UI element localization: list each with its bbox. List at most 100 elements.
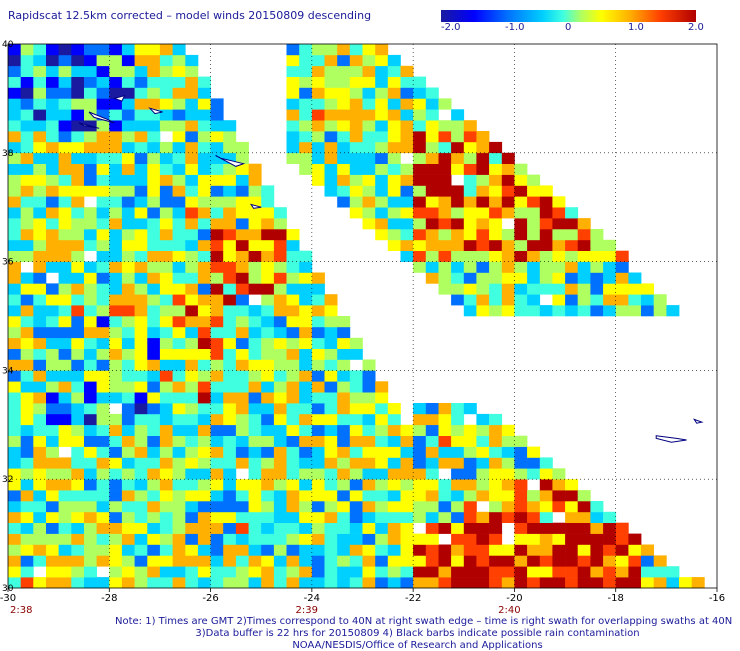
wind-cell [20, 555, 34, 567]
wind-cell [121, 511, 135, 523]
wind-cell [577, 261, 591, 273]
wind-cell [299, 294, 313, 306]
wind-cell [58, 457, 72, 469]
wind-cell [311, 435, 325, 447]
wind-cell [210, 511, 224, 523]
wind-cell [58, 555, 72, 567]
wind-cell [463, 174, 477, 186]
wind-cell [147, 163, 161, 175]
wind-cell [400, 163, 414, 175]
wind-cell [603, 544, 617, 556]
wind-cell [84, 457, 97, 469]
wind-cell [261, 544, 275, 556]
wind-cell [235, 272, 249, 284]
wind-cell [134, 131, 148, 143]
wind-cell [552, 479, 566, 491]
wind-cell [58, 272, 72, 284]
wind-cell [109, 359, 123, 371]
wind-cell [476, 490, 490, 502]
wind-cell [20, 468, 34, 480]
wind-cell [58, 76, 72, 88]
wind-cell [197, 98, 211, 110]
wind-cell [286, 272, 300, 284]
wind-cell [71, 207, 85, 219]
wind-cell [248, 555, 262, 567]
wind-cell [400, 490, 414, 502]
wind-cell [603, 577, 617, 589]
wind-cell [84, 337, 97, 349]
wind-cell [147, 76, 161, 88]
wind-cell [476, 305, 490, 317]
wind-cell [58, 392, 72, 404]
wind-cell [273, 294, 287, 306]
wind-cell [96, 174, 110, 186]
wind-cell [476, 272, 490, 284]
wind-cell [261, 326, 275, 339]
wind-cell [349, 381, 363, 393]
wind-cell [210, 109, 224, 121]
wind-cell [197, 403, 211, 415]
wind-cell [400, 109, 414, 121]
wind-cell [552, 239, 566, 251]
wind-cell [337, 98, 351, 110]
wind-cell [349, 479, 363, 491]
wind-cell [577, 239, 591, 251]
wind-cell [159, 141, 173, 154]
wind-cell [46, 403, 59, 415]
wind-cell [223, 370, 237, 382]
wind-cell [8, 555, 21, 567]
wind-cell [311, 403, 325, 415]
wind-cell [299, 65, 313, 77]
wind-cell [159, 185, 173, 197]
wind-cell [261, 392, 275, 404]
wind-cell [20, 403, 34, 415]
wind-cell [172, 218, 186, 230]
wind-cell [324, 294, 338, 306]
wind-cell [197, 163, 211, 175]
wind-cell [58, 522, 72, 534]
wind-cell [96, 533, 110, 545]
wind-cell [121, 468, 135, 480]
wind-cell [58, 196, 72, 208]
wind-cell [565, 511, 579, 523]
wind-cell [362, 152, 376, 164]
wind-cell [185, 131, 199, 143]
wind-cell [261, 185, 275, 197]
wind-cell [109, 424, 123, 436]
wind-cell [71, 272, 85, 284]
wind-cell [552, 522, 566, 534]
wind-cell [172, 120, 186, 132]
wind-cell [413, 87, 427, 99]
wind-cell [109, 370, 123, 382]
wind-cell [20, 163, 34, 175]
wind-cell [46, 381, 59, 393]
wind-cell [58, 250, 72, 262]
wind-cell [223, 163, 237, 175]
wind-cell [438, 250, 452, 262]
wind-cell [46, 392, 59, 404]
wind-cell [33, 294, 47, 306]
wind-cell [46, 511, 59, 523]
wind-cell [172, 392, 186, 404]
wind-cells [8, 44, 705, 589]
wind-cell [514, 207, 528, 219]
wind-cell [514, 261, 528, 273]
wind-cell [58, 316, 72, 328]
wind-cell [235, 337, 249, 349]
wind-cell [463, 163, 477, 175]
wind-cell [235, 294, 249, 306]
wind-cell [375, 555, 389, 567]
wind-cell [273, 413, 287, 426]
wind-cell [261, 207, 275, 219]
wind-cell [33, 490, 47, 502]
wind-cell [565, 261, 579, 273]
wind-cell [46, 522, 59, 534]
wind-cell [159, 76, 173, 88]
wind-cell [197, 152, 211, 164]
wind-cell [8, 457, 21, 469]
wind-cell [197, 381, 211, 393]
wind-cell [451, 120, 465, 132]
wind-cell [552, 305, 566, 317]
wind-cell [324, 403, 338, 415]
wind-cell [451, 283, 465, 295]
